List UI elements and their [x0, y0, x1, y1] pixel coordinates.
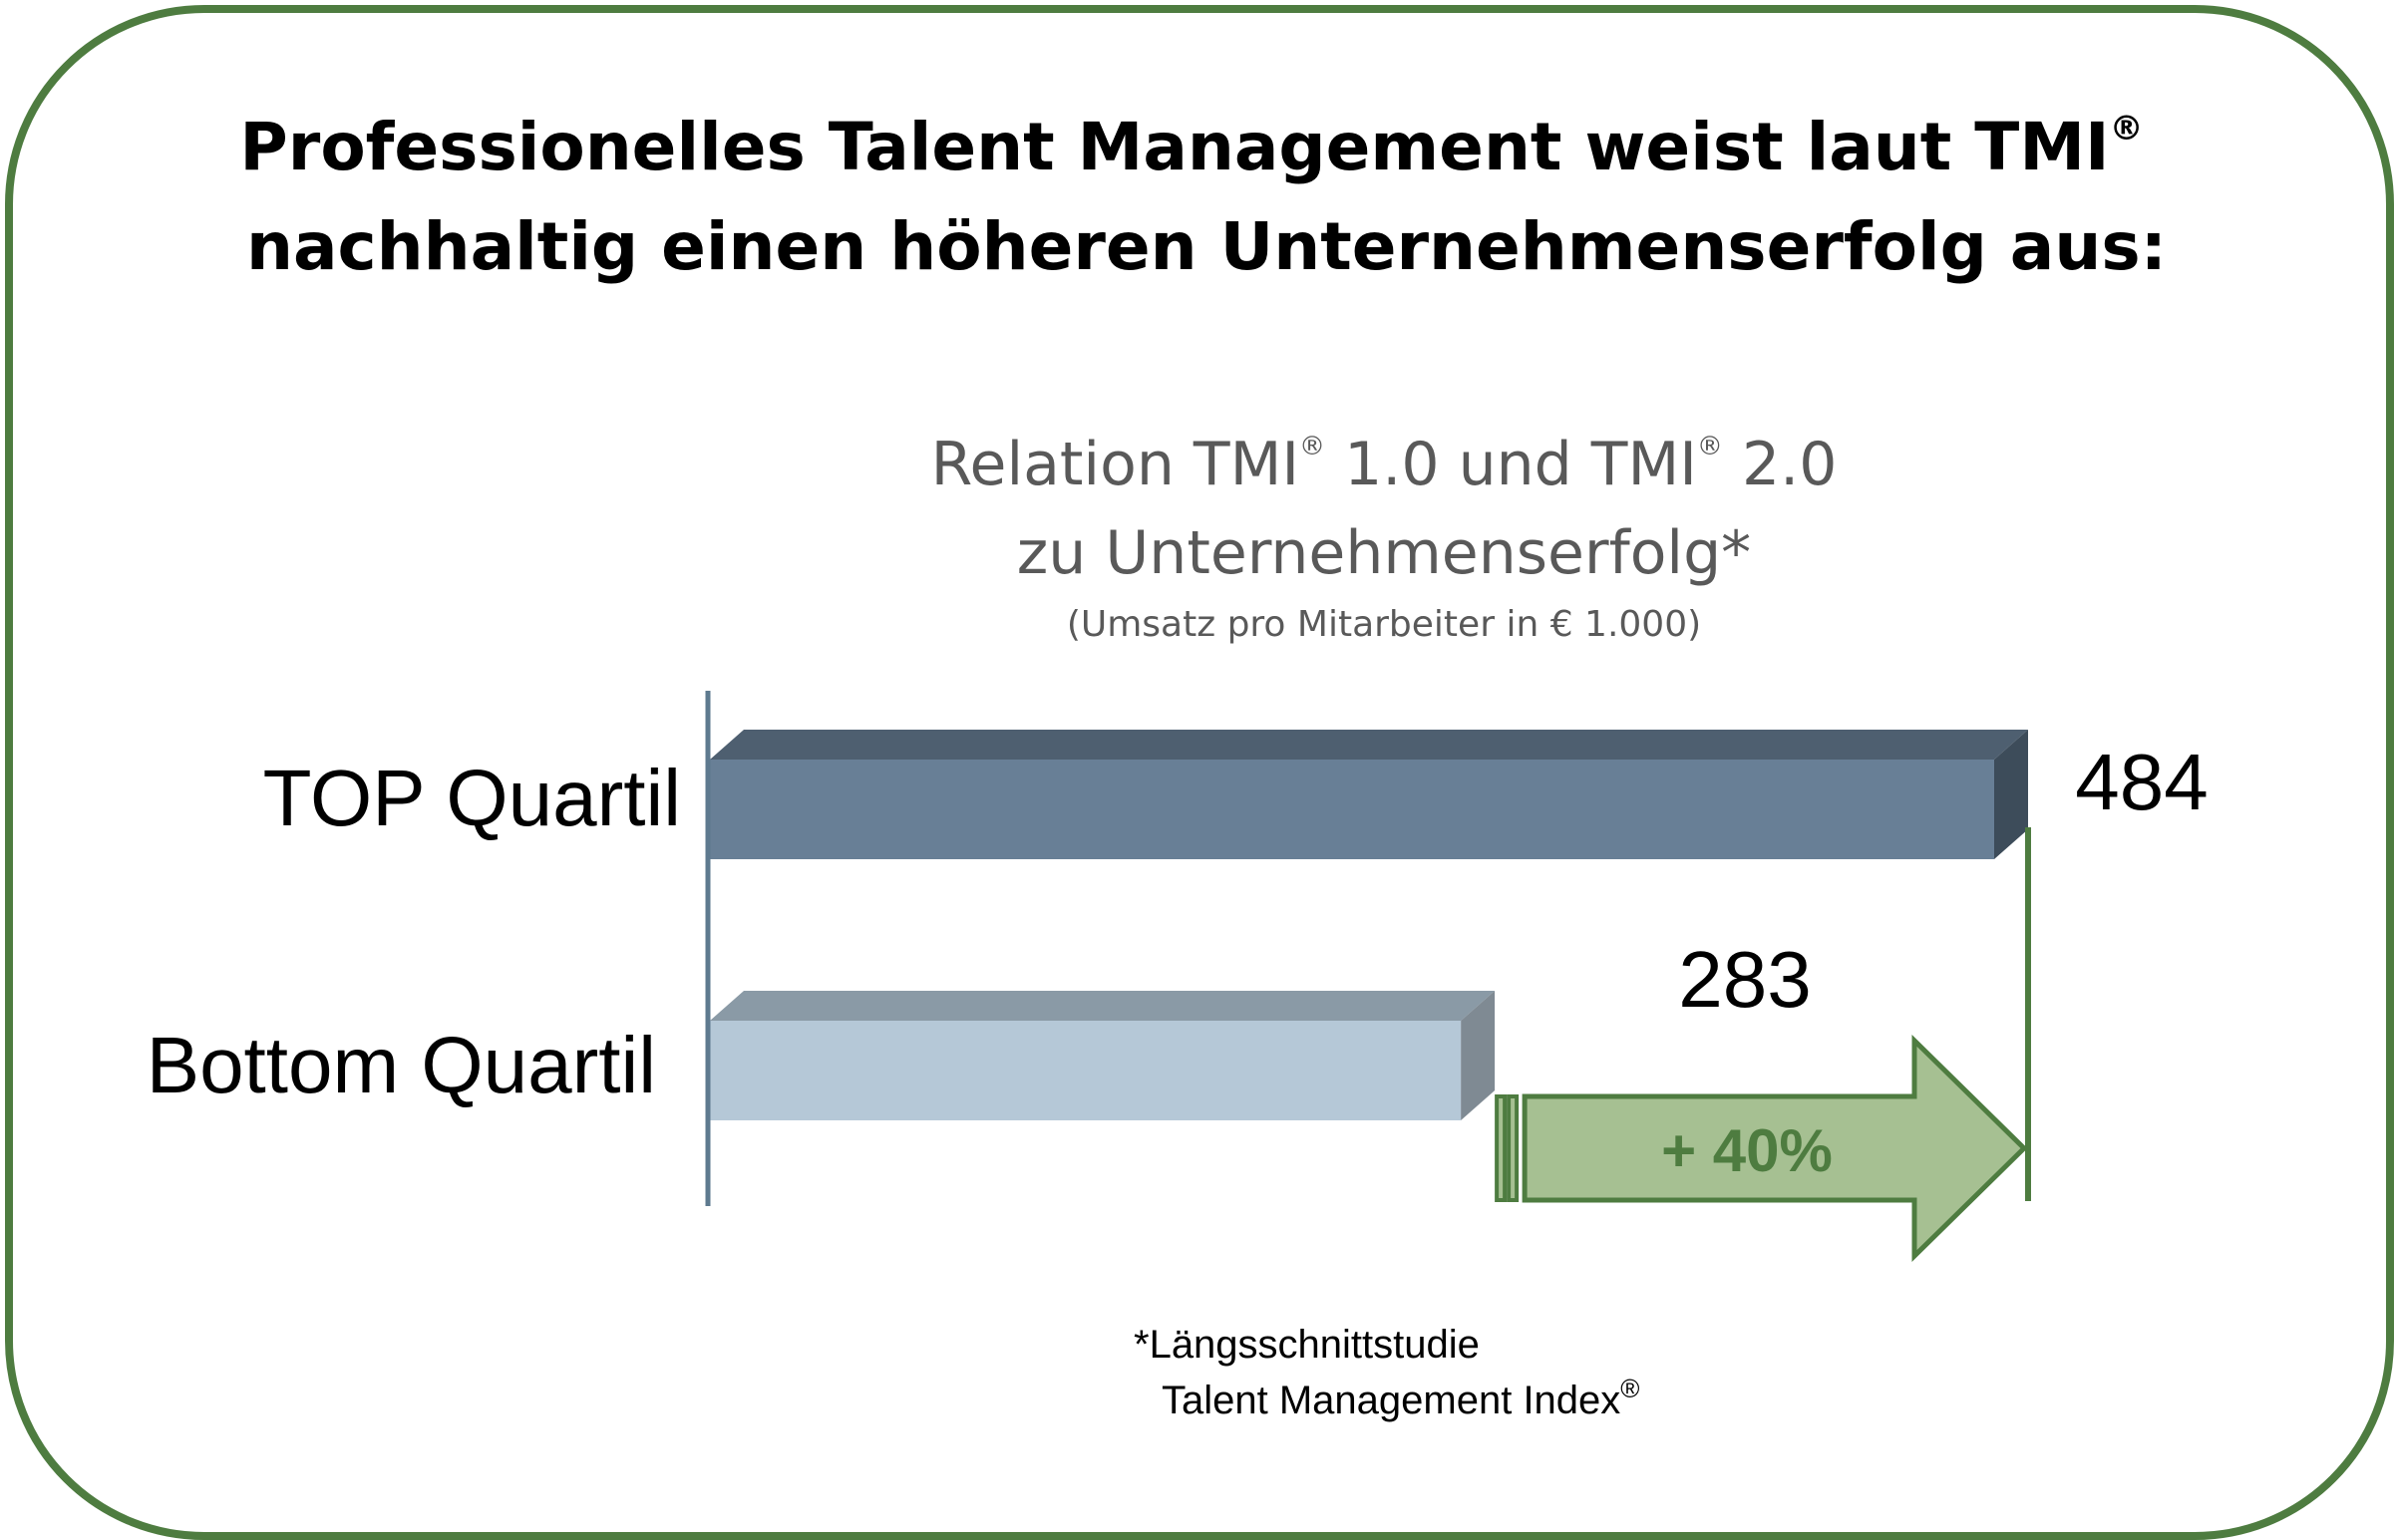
growth-arrow-label: + 40%	[1661, 1117, 1833, 1184]
footnote-line-2-sup: ®	[1620, 1374, 1639, 1403]
bar-top-top-face	[710, 730, 2028, 760]
chart-subtitle-line-3: (Umsatz pro Mitarbeiter in € 1.000)	[1067, 604, 1701, 645]
footnote-line-2-text: Talent Management Index	[1162, 1379, 1620, 1422]
value-label-top: 484	[2075, 738, 2208, 826]
subtitle-sup-2: ®	[1697, 432, 1723, 462]
bar-bottom	[710, 1021, 1462, 1120]
category-label-bottom: Bottom Quartil	[147, 1021, 656, 1109]
subtitle-part-a: Relation TMI	[931, 430, 1299, 499]
title-line-1-sup: ®	[2110, 109, 2144, 149]
value-label-bottom: 283	[1678, 935, 1811, 1024]
bars-layer	[710, 730, 2031, 1201]
chart-subtitle-line-1: Relation TMI® 1.0 und TMI® 2.0	[931, 430, 1838, 499]
title-line-1: Professionelles Talent Management weist …	[239, 109, 2143, 185]
category-label-top: TOP Quartil	[263, 754, 681, 842]
bar-bottom-side-face	[1461, 991, 1496, 1120]
arrow-tail-stripe-1	[1495, 1094, 1508, 1202]
footnote-line-1: *Längsschnittstudie	[1134, 1323, 1480, 1367]
bar-top-side-face	[1994, 730, 2028, 859]
arrow-tail-stripe-2	[1507, 1094, 1520, 1202]
title-line-2: nachhaltig einen höheren Unternehmenserf…	[246, 208, 2167, 285]
subtitle-part-b: 1.0 und TMI	[1325, 430, 1697, 499]
title-line-1-text: Professionelles Talent Management weist …	[239, 109, 2109, 185]
footnote-line-2: Talent Management Index®	[1162, 1374, 1639, 1422]
chart-subtitle-line-2: zu Unternehmenserfolg*	[1017, 518, 1751, 588]
bar-bottom-top-face	[710, 991, 1496, 1021]
subtitle-sup-1: ®	[1299, 432, 1325, 462]
growth-arrow-shape	[1522, 1035, 2028, 1262]
bar-top	[710, 760, 1994, 859]
subtitle-part-c: 2.0	[1723, 430, 1838, 499]
growth-arrow	[1495, 1035, 2028, 1262]
